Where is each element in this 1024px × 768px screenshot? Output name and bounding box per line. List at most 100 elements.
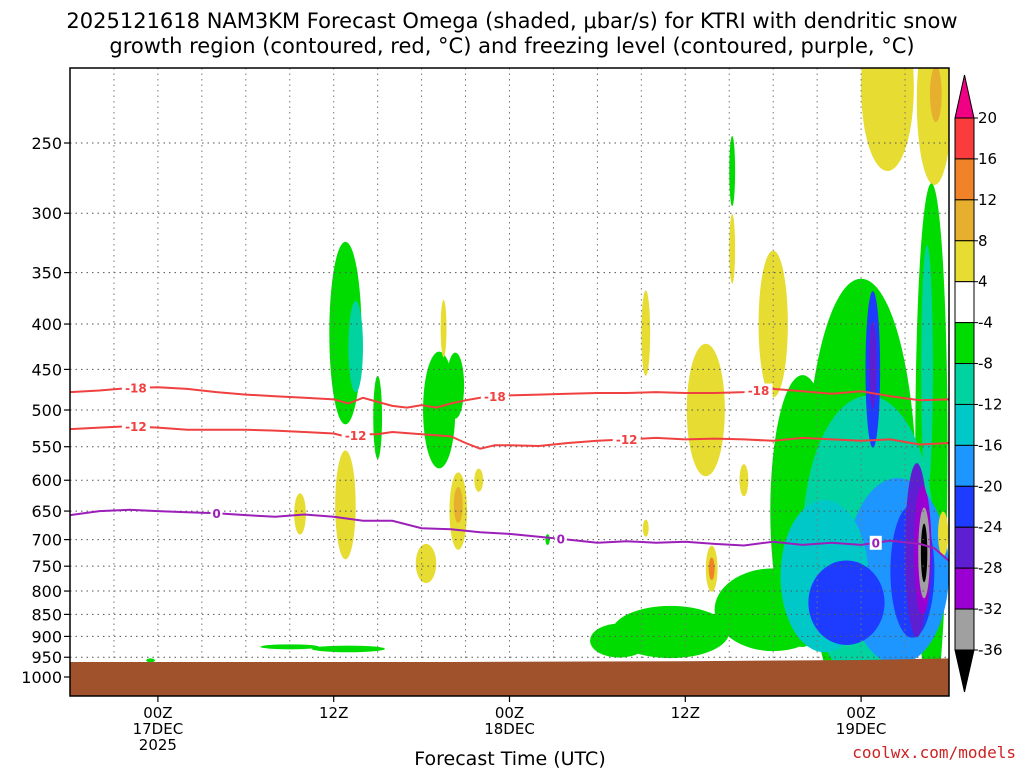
colorbar-label-16: 16 [978, 150, 997, 168]
colorbar-segment [954, 403, 975, 446]
colorbar-label-4: 4 [978, 273, 988, 291]
contour-label-dgz_minus12: -12 [616, 433, 638, 447]
colorbar-label-12: 12 [978, 191, 997, 209]
y-tick-label-250: 250 [31, 134, 62, 153]
y-tick-label-500: 500 [31, 401, 62, 420]
contour-label-bg [480, 389, 509, 404]
colorbar-segment [954, 199, 975, 242]
x-tick-label: 12Z [671, 704, 700, 722]
y-tick-label-400: 400 [31, 315, 62, 334]
omega-region-7 [415, 543, 437, 584]
omega-region-5 [335, 450, 356, 560]
omega-region-18 [708, 557, 715, 580]
omega-region-15 [729, 214, 736, 284]
omega-region-1 [348, 301, 363, 393]
y-tick-label-700: 700 [31, 531, 62, 550]
contour-label-bg [612, 432, 641, 447]
x-tick-label: 00Z [846, 704, 875, 722]
x-tick-label: 2025 [139, 736, 177, 754]
contour-label-bg [341, 428, 370, 443]
y-tick-label-900: 900 [31, 627, 62, 646]
colorbar-label--24: -24 [978, 518, 1003, 536]
colorbar-label--36: -36 [978, 641, 1003, 659]
x-tick-label: 18DEC [484, 720, 535, 738]
y-tick-label-800: 800 [31, 582, 62, 601]
omega-region-11 [440, 299, 447, 358]
x-tick-label: 00Z [495, 704, 524, 722]
omega-region-13 [686, 343, 725, 477]
contour-dgz_minus12 [70, 425, 949, 450]
colorbar-label--16: -16 [978, 436, 1003, 454]
colorbar-label--28: -28 [978, 559, 1003, 577]
chart-title-line1: 2025121618 NAM3KM Forecast Omega (shaded… [66, 9, 957, 33]
contour-label-dgz_minus18: -18 [484, 390, 506, 404]
omega-region-4 [446, 352, 465, 419]
colorbar-label--20: -20 [978, 477, 1003, 495]
y-tick-label-1000: 1000 [21, 668, 62, 687]
colorbar-segment [954, 485, 975, 528]
colorbar-bottom-arrow [954, 649, 975, 693]
ground-area [70, 658, 949, 696]
omega-region-38 [920, 523, 928, 583]
y-tick-label-650: 650 [31, 502, 62, 521]
omega-region-2 [373, 375, 383, 459]
omega-region-29 [590, 623, 649, 658]
credit-text: coolwx.com/models [852, 743, 1016, 762]
omega-region-12 [641, 290, 651, 376]
contour-label-bg [210, 506, 223, 521]
contour-label-freezing_level: 0 [557, 532, 565, 546]
omega-region-40 [869, 321, 877, 409]
omega-region-9 [453, 486, 463, 523]
omega-region-19 [642, 519, 649, 537]
contour-label-dgz_minus12: -12 [125, 420, 147, 434]
colorbar-segment [954, 240, 975, 283]
chart-title-line2: growth region (contoured, red, °C) and f… [109, 34, 914, 58]
omega-shading [146, 68, 949, 696]
omega-region-42 [938, 511, 949, 557]
x-tick-label: 17DEC [133, 720, 184, 738]
terrain-ground [70, 658, 949, 696]
omega-region-43 [311, 645, 385, 653]
y-tick-label-300: 300 [31, 204, 62, 223]
contour-dgz_minus18 [70, 386, 949, 409]
colorbar-label--8: -8 [978, 355, 993, 373]
colorbar-segment [954, 526, 975, 569]
omega-region-16 [758, 250, 788, 398]
colorbar-segment [954, 117, 975, 160]
colorbar: 20 16 12 8 4 -4 -8 -12 -16 -20 -24 -28 -32 -36 [954, 74, 1003, 693]
colorbar-segment [954, 444, 975, 487]
omega-region-14 [739, 464, 749, 497]
contours: -18 -18 -18 -12 -12 -12 0 0 0 [70, 380, 949, 562]
x-tick-label: 00Z [143, 704, 172, 722]
y-tick-label-950: 950 [31, 648, 62, 667]
y-tick-label-850: 850 [31, 605, 62, 624]
contour-label-freezing_level: 0 [872, 536, 880, 550]
omega-region-33 [808, 560, 885, 645]
contour-label-dgz_minus18: -18 [125, 381, 147, 395]
x-tick-label: 19DEC [836, 720, 887, 738]
contour-label-bg [744, 383, 773, 398]
colorbar-label--32: -32 [978, 600, 1003, 618]
omega-region-20 [861, 68, 914, 172]
x-axis-label: Forecast Time (UTC) [414, 748, 605, 768]
colorbar-segment [954, 281, 975, 324]
colorbar-segment [954, 567, 975, 610]
x-tick-label: 12Z [319, 704, 348, 722]
colorbar-segment [954, 363, 975, 405]
y-tick-label-750: 750 [31, 557, 62, 576]
colorbar-label--4: -4 [978, 314, 993, 332]
colorbar-segment [954, 322, 975, 365]
colorbar-segment [954, 608, 975, 651]
contour-label-bg [121, 380, 150, 395]
colorbar-label--12: -12 [978, 395, 1003, 413]
y-tick-label-550: 550 [31, 438, 62, 457]
contour-label-bg [869, 535, 882, 550]
y-axis: 250 300 350 400 450 500 550 600 650 700 750 800 850 9… [21, 134, 70, 687]
contour-label-dgz_minus12: -12 [345, 429, 367, 443]
y-tick-label-450: 450 [31, 360, 62, 379]
y-tick-label-350: 350 [31, 264, 62, 283]
omega-region-22 [929, 68, 942, 122]
omega-region-23 [729, 135, 736, 207]
